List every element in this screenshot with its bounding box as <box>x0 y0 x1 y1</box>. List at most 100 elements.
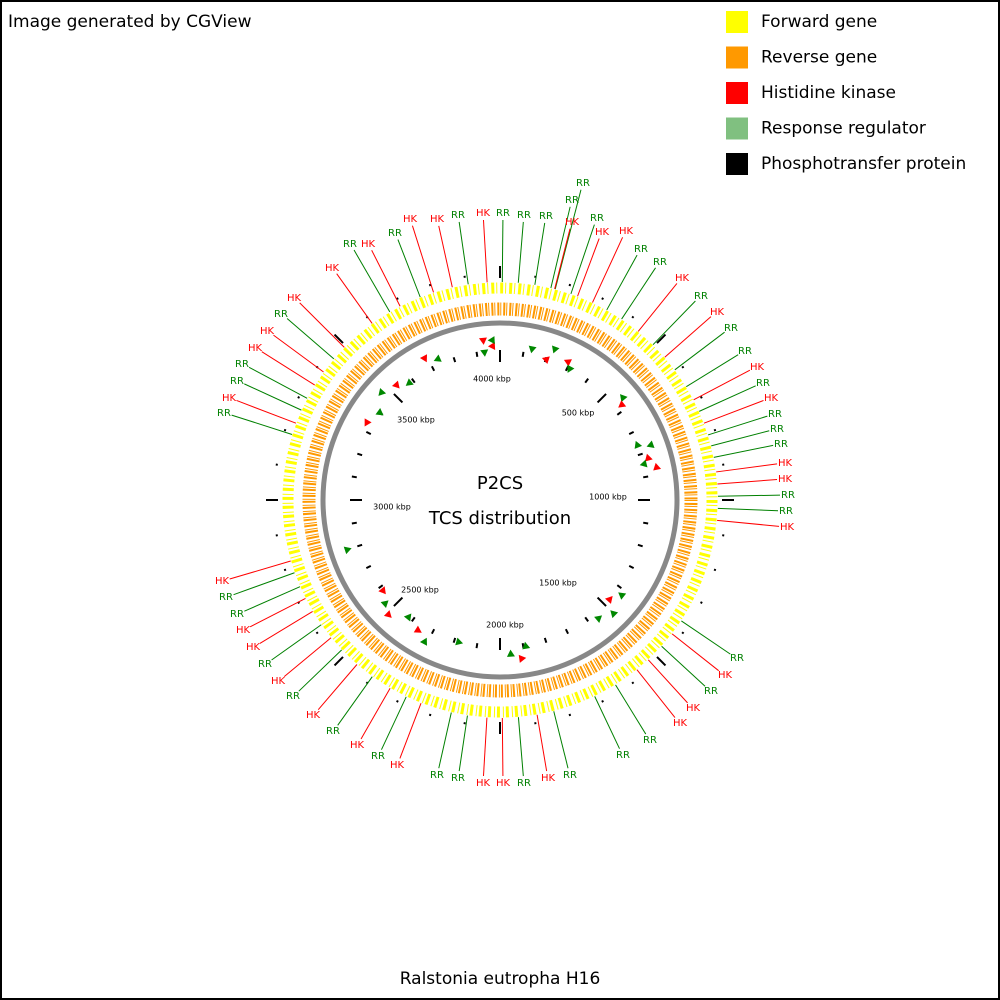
tcs-label: RR <box>219 592 233 603</box>
legend-swatch <box>726 153 748 175</box>
scale-tick <box>283 428 287 432</box>
leader-line <box>592 237 624 303</box>
scale-label: 3500 kbp <box>397 416 435 425</box>
inner-tick <box>564 628 569 635</box>
legend-label: Histidine kinase <box>761 83 896 103</box>
tcs-label: RR <box>770 424 784 435</box>
leader-line <box>299 302 345 348</box>
gene-marker <box>594 615 603 623</box>
leader-line <box>336 273 373 324</box>
legend-swatch <box>726 82 748 104</box>
tcs-label: HK <box>565 217 580 228</box>
leader-line <box>517 221 524 283</box>
leader-line <box>717 479 778 485</box>
legend-swatch <box>726 11 748 33</box>
leader-line <box>615 684 647 735</box>
inner-tick <box>351 521 357 525</box>
credit: Image generated by CGView <box>8 12 252 32</box>
leader-line <box>501 717 504 777</box>
leader-line <box>652 300 696 346</box>
scale-label: 3000 kbp <box>373 503 411 512</box>
scale-tick <box>333 333 344 344</box>
gene-marker <box>378 586 386 595</box>
scale-label: 1000 kbp <box>589 493 627 502</box>
inner-tick <box>637 452 643 457</box>
tcs-label: HK <box>718 670 733 681</box>
tcs-label: RR <box>217 408 231 419</box>
gene-marker <box>619 394 628 403</box>
inner-tick <box>365 564 372 569</box>
inner-tick <box>643 475 649 479</box>
scale-tick <box>681 365 685 369</box>
tcs-label: RR <box>565 195 579 206</box>
scale-tick <box>333 656 344 667</box>
forward-ring <box>282 282 718 718</box>
leader-line <box>244 586 301 612</box>
leader-line <box>261 351 316 386</box>
tcs-label: RR <box>326 726 340 737</box>
leader-line <box>411 225 434 293</box>
scale-tick <box>713 568 717 572</box>
inner-tick <box>584 616 589 622</box>
inner-tick <box>521 351 525 357</box>
tcs-label: HK <box>476 778 491 789</box>
leader-line <box>337 676 373 726</box>
scale-label: 4000 kbp <box>473 375 511 384</box>
leader-line <box>360 688 391 740</box>
leader-line <box>713 444 774 458</box>
leader-line <box>397 239 421 298</box>
scale-tick <box>601 297 604 300</box>
leader-line <box>554 189 582 290</box>
leader-line <box>231 414 293 435</box>
tcs-label: HK <box>595 227 610 238</box>
tcs-label: RR <box>451 773 465 784</box>
leader-line <box>606 254 638 311</box>
center-subtitle: TCS distribution <box>428 508 571 529</box>
leader-line <box>703 399 764 424</box>
leader-line <box>707 415 768 436</box>
gene-marker <box>639 459 648 468</box>
leader-line <box>249 597 306 628</box>
gene-marker <box>391 380 400 389</box>
tcs-label: RR <box>643 735 657 746</box>
legend-swatch <box>726 117 748 140</box>
tcs-label: HK <box>325 263 340 274</box>
leader-line <box>685 354 739 388</box>
tcs-label: RR <box>451 210 465 221</box>
gene-marker <box>506 649 515 657</box>
gene-marker <box>487 342 496 351</box>
gene-marker <box>618 592 627 600</box>
leader-line <box>271 624 322 661</box>
gene-marker <box>541 356 550 364</box>
inner-tick <box>616 584 622 589</box>
gene-marker <box>551 345 560 354</box>
tcs-label: HK <box>350 740 365 751</box>
leader-line <box>501 219 504 283</box>
tcs-label: RR <box>274 309 288 320</box>
tcs-label: RR <box>781 490 795 501</box>
scale-tick <box>713 428 717 432</box>
tcs-label: RR <box>235 359 249 370</box>
tcs-label: RR <box>286 691 300 702</box>
leader-line <box>353 249 391 313</box>
scale-tick <box>631 315 635 319</box>
leader-line <box>399 703 422 759</box>
tcs-label: RR <box>230 376 244 387</box>
scale-label: 500 kbp <box>562 409 595 418</box>
tcs-label: RR <box>576 178 590 189</box>
leader-line <box>229 560 291 580</box>
leader-line <box>637 283 678 332</box>
leader-line <box>482 219 488 283</box>
backbone <box>320 320 680 680</box>
leader-line <box>671 633 719 672</box>
tcs-label: RR <box>590 213 604 224</box>
leader-line <box>259 611 313 644</box>
scale-tick <box>297 601 300 604</box>
leader-line <box>674 331 725 371</box>
inner-tick <box>616 411 622 416</box>
leader-line <box>236 399 297 424</box>
inner-tick <box>475 643 479 649</box>
gene-marker <box>567 364 575 373</box>
tcs-label: HK <box>541 773 556 784</box>
